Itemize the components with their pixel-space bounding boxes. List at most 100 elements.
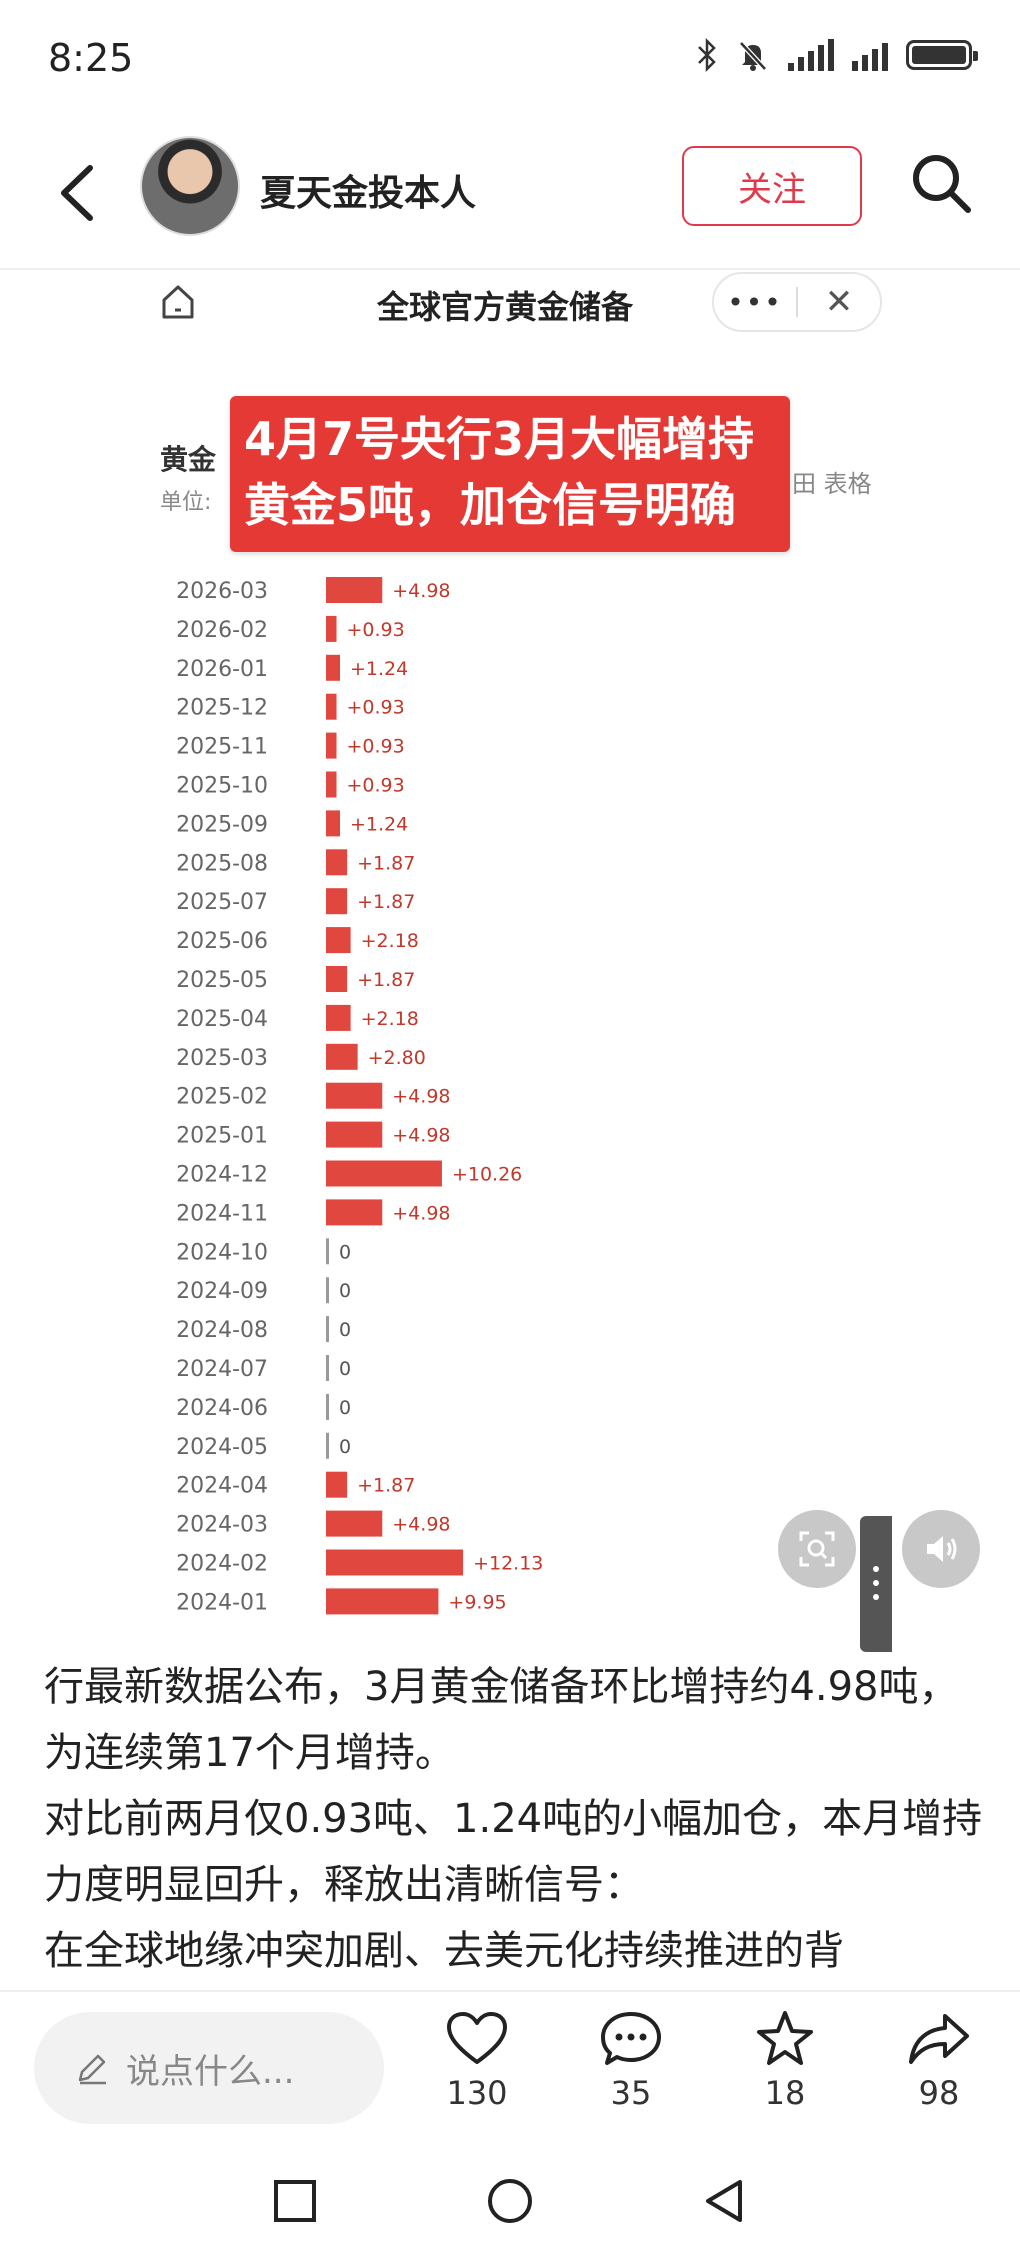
chart-value-label: +0.93 (347, 619, 405, 641)
star-icon (757, 2011, 813, 2065)
chart-category-label: 2025-11 (176, 735, 268, 760)
article-line: 对比前两月仅0.93吨、1.24吨的小幅加仓，本月增持力度明显回升，释放出清晰信… (44, 1796, 983, 1908)
chart-value-label: +0.93 (347, 736, 405, 758)
chart-value-label: 0 (339, 1319, 351, 1341)
share-arrow-icon (909, 2014, 969, 2064)
chart-category-label: 2026-02 (176, 618, 268, 643)
chart-value-label: +1.87 (357, 1475, 415, 1497)
embedded-page-title: 全球官方黄金储备 (376, 288, 633, 326)
chart-category-label: 2025-04 (176, 1007, 268, 1032)
chart-value-label: 0 (339, 1280, 351, 1302)
chart-bar (326, 927, 351, 954)
comment-count: 35 (610, 2074, 652, 2112)
favorite-button[interactable]: 18 (730, 2010, 840, 2112)
chart-bar (326, 1082, 383, 1109)
chart-category-label: 2024-05 (176, 1435, 268, 1460)
home-icon (162, 285, 194, 319)
banner-line-1: 4月7号央行3月大幅增持 (244, 412, 755, 466)
battery-icon (906, 40, 978, 70)
chart-value-label: +2.80 (368, 1047, 426, 1069)
comment-input[interactable]: 说点什么... (34, 2012, 384, 2124)
chart-bar (326, 1277, 329, 1304)
chart-category-label: 2025-05 (176, 968, 268, 993)
share-count: 98 (918, 2074, 960, 2112)
chart-bar (326, 1549, 464, 1576)
speaker-icon (927, 1536, 957, 1562)
home-circle-icon[interactable] (485, 2176, 535, 2226)
chart-category-label: 2024-06 (176, 1396, 268, 1421)
more-icon: ••• (727, 285, 783, 319)
chart-bar (326, 615, 337, 642)
chart-category-label: 2024-10 (176, 1240, 268, 1265)
chart-category-label: 2025-07 (176, 890, 268, 915)
image-search-button[interactable] (778, 1510, 856, 1588)
chart-category-label: 2024-03 (176, 1513, 268, 1538)
share-button[interactable]: 98 (884, 2010, 994, 2112)
chart-category-label: 2026-03 (176, 579, 268, 604)
chart-category-label: 2024-11 (176, 1201, 268, 1226)
table-toggle: 田 表格 (792, 470, 872, 498)
chart-category-label: 2026-01 (176, 657, 268, 682)
chart-value-label: +4.98 (392, 580, 450, 602)
back-triangle-icon[interactable] (700, 2176, 750, 2226)
chart-bar (326, 1510, 383, 1537)
comment-placeholder: 说点什么... (126, 2051, 295, 2092)
chart-value-label: +2.18 (361, 930, 419, 952)
chart-unit-partial: 单位: (160, 490, 212, 515)
chart-category-label: 2025-03 (176, 1046, 268, 1071)
chart-bar (326, 1004, 351, 1031)
chart-bar (326, 849, 348, 876)
chart-category-label: 2024-01 (176, 1590, 268, 1615)
chart-value-label: +1.87 (357, 891, 415, 913)
article-line: 行最新数据公布，3月黄金储备环比增持约4.98吨，为连续第17个月增持。 (44, 1664, 959, 1776)
heart-icon (447, 2012, 507, 2064)
chart-value-label: +0.93 (347, 697, 405, 719)
chart-value-label: +12.13 (473, 1553, 543, 1575)
article-line: 在全球地缘冲突加剧、去美元化持续推进的背 (44, 1928, 844, 1974)
chart-category-label: 2024-08 (176, 1318, 268, 1343)
chart-bar (326, 810, 341, 837)
search-icon[interactable] (908, 150, 974, 216)
author-name[interactable]: 夏天金投本人 (260, 173, 477, 214)
author-avatar[interactable] (140, 136, 240, 236)
back-arrow-icon[interactable] (48, 158, 108, 228)
chart-bar (326, 1355, 329, 1381)
chart-bar (326, 1588, 439, 1615)
chart-value-label: +4.98 (392, 1514, 450, 1536)
chart-value-label: +10.26 (452, 1164, 522, 1186)
side-drag-handle[interactable] (860, 1516, 892, 1652)
gold-reserve-bar-chart: 2026-03 +4.98 2026-02 +0.93 2026-01 +1.24 2025… (176, 577, 543, 1615)
recent-apps-icon[interactable] (270, 2176, 320, 2226)
comment-bubble-icon (601, 2012, 661, 2065)
chart-category-label: 2024-09 (176, 1279, 268, 1304)
chart-category-label: 2024-02 (176, 1552, 268, 1577)
chart-value-label: +9.95 (448, 1591, 506, 1613)
chart-value-label: +4.98 (392, 1125, 450, 1147)
banner-line-2: 黄金5吨，加仓信号明确 (244, 478, 737, 532)
like-count: 130 (446, 2074, 508, 2112)
favorite-count: 18 (764, 2074, 806, 2112)
chart-category-label: 2025-09 (176, 812, 268, 837)
chart-bar (326, 732, 337, 759)
chart-bar (326, 1043, 358, 1070)
chart-value-label: 0 (339, 1436, 351, 1458)
comment-button[interactable]: 35 (576, 2010, 686, 2112)
chart-value-label: +0.93 (347, 775, 405, 797)
sound-button[interactable] (902, 1510, 980, 1588)
like-button[interactable]: 130 (422, 2010, 532, 2112)
chart-value-label: +1.24 (350, 658, 408, 680)
signal-1-icon (788, 39, 834, 71)
post-article: 行最新数据公布，3月黄金储备环比增持约4.98吨，为连续第17个月增持。 对比前… (44, 1654, 984, 1994)
status-icons (696, 38, 978, 72)
follow-button[interactable]: 关注 (682, 146, 862, 226)
chart-category-label: 2024-04 (176, 1474, 268, 1499)
chart-bar (326, 1199, 383, 1226)
chart-category-label: 2025-12 (176, 696, 268, 721)
chart-bar (326, 888, 348, 915)
chart-bar (326, 1471, 348, 1498)
chart-bar (326, 966, 348, 992)
chart-value-label: +4.98 (392, 1202, 450, 1224)
post-image[interactable]: 全球官方黄金储备 ••• ✕ 黄金 单位: 田 表格 2026-03 +4.98 2… (0, 272, 1020, 1652)
chart-value-label: 0 (339, 1358, 351, 1380)
chart-value-label: +1.87 (357, 969, 415, 991)
